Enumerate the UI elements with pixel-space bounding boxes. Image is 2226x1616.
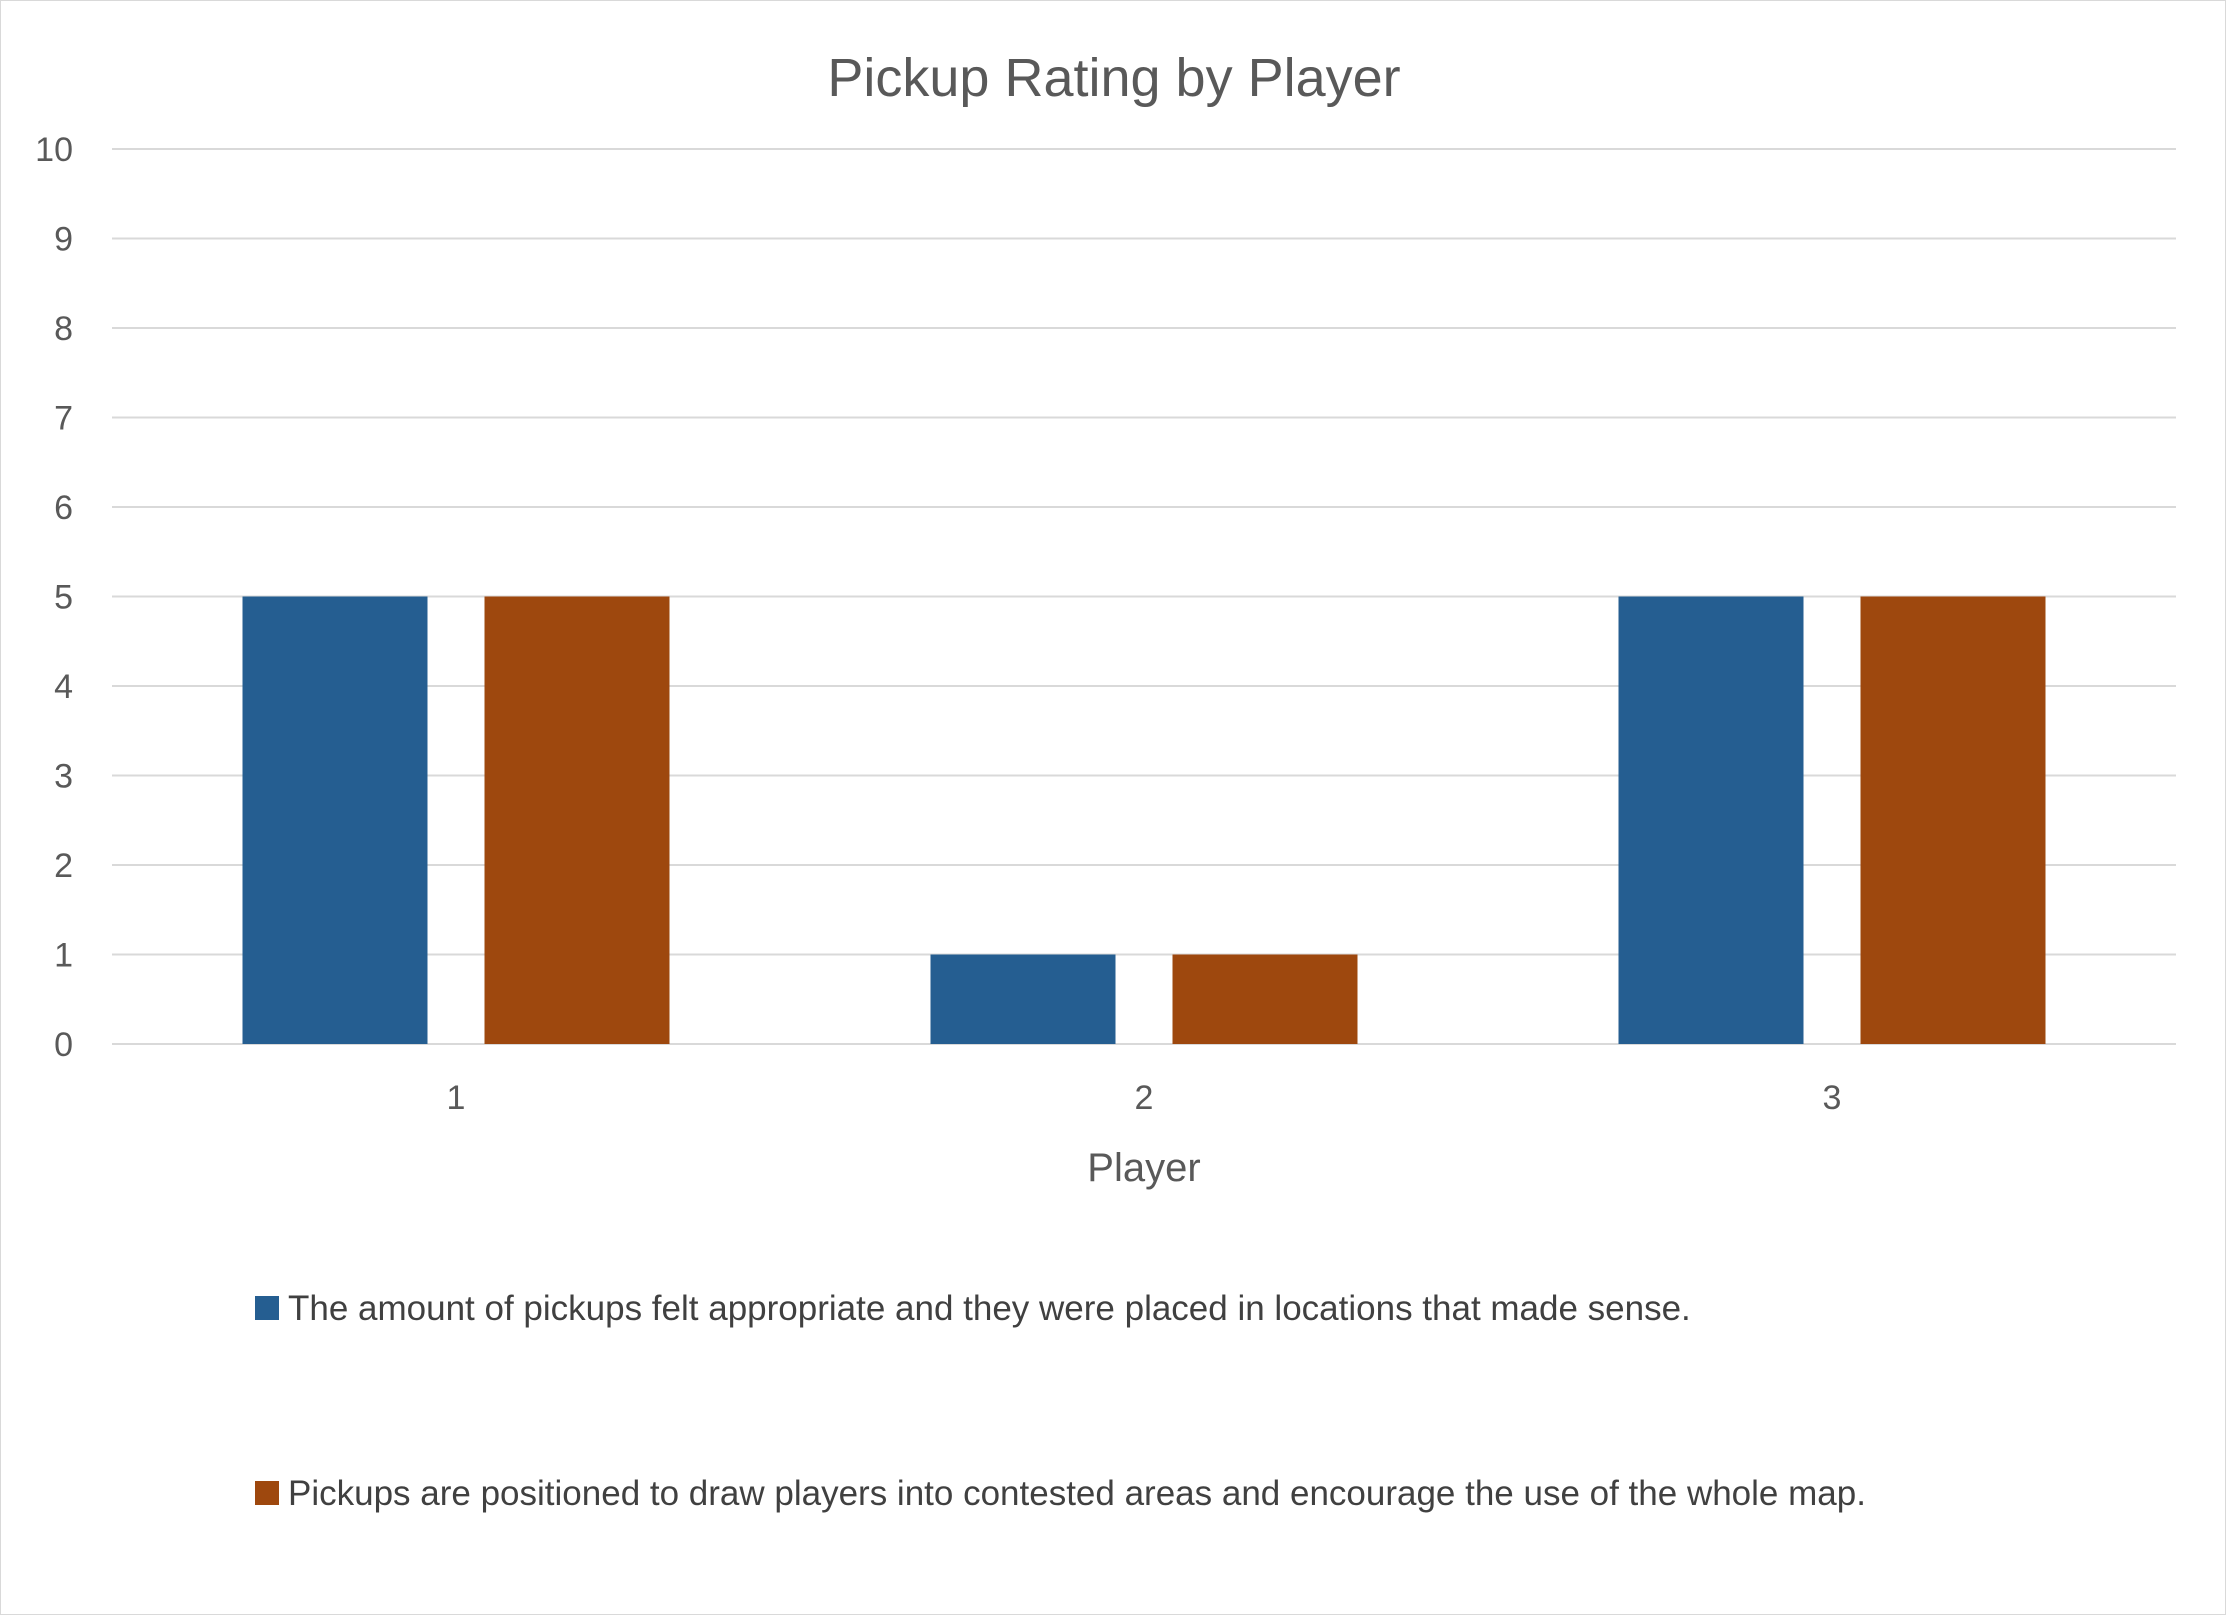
x-tick-label: 2 (1135, 1079, 1154, 1117)
x-axis-label: Player (1087, 1146, 1200, 1190)
legend-label: The amount of pickups felt appropriate a… (288, 1289, 1691, 1328)
x-tick-label: 3 (1823, 1079, 1842, 1117)
bar-series-2-player-1 (484, 596, 670, 1044)
y-tick-label: 0 (54, 1026, 73, 1064)
gridlines (112, 148, 2176, 1045)
y-tick-label: 8 (54, 310, 73, 348)
bar-series-1-player-3 (1618, 596, 1804, 1044)
y-tick-label: 1 (54, 937, 73, 975)
legend-swatch (255, 1481, 279, 1505)
y-tick-label: 4 (54, 668, 73, 706)
y-tick-label: 10 (35, 131, 73, 169)
legend: The amount of pickups felt appropriate a… (255, 1289, 1866, 1513)
bar-series-2-player-3 (1860, 596, 2046, 1044)
bar-series-1-player-2 (930, 954, 1116, 1044)
legend-swatch (255, 1296, 279, 1320)
y-tick-label: 5 (54, 579, 73, 617)
bar-series-2-player-2 (1172, 954, 1358, 1044)
x-tick-label: 1 (447, 1079, 466, 1117)
y-axis-ticks: 0 1 2 3 4 5 6 7 8 9 10 (35, 131, 73, 1064)
legend-label: Pickups are positioned to draw players i… (288, 1474, 1866, 1513)
y-tick-label: 7 (54, 400, 73, 438)
y-tick-label: 6 (54, 489, 73, 527)
y-tick-label: 3 (54, 758, 73, 796)
x-axis-ticks: 1 2 3 (447, 1079, 1842, 1117)
bars (242, 596, 2046, 1044)
chart-title: Pickup Rating by Player (827, 48, 1400, 108)
y-tick-label: 9 (54, 221, 73, 259)
bar-series-1-player-1 (242, 596, 428, 1044)
y-tick-label: 2 (54, 847, 73, 885)
